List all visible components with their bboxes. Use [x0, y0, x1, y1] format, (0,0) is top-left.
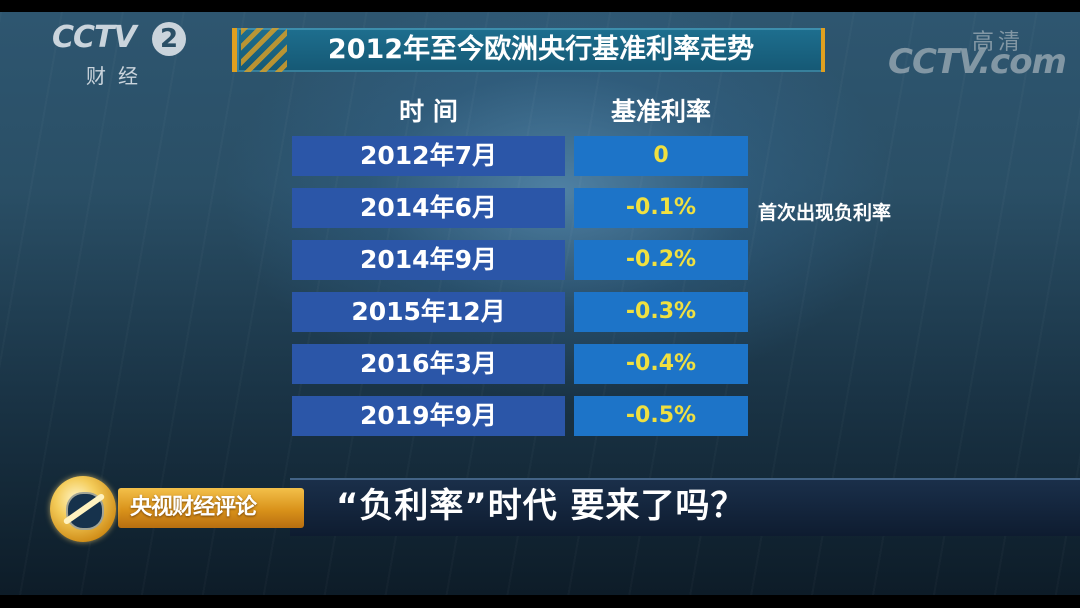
rate-table: 2012年7月 0 2014年6月 -0.1% 2014年9月 -0.2% 20…	[292, 136, 752, 448]
rate-cell: -0.5%	[574, 396, 748, 436]
table-row: 2014年6月 -0.1%	[292, 188, 752, 240]
table-row: 2019年9月 -0.5%	[292, 396, 752, 448]
lower-third-banner: 央视财经评论 “负利率”时代 要来了吗？	[0, 470, 1080, 550]
rate-cell: 0	[574, 136, 748, 176]
rate-cell: -0.4%	[574, 344, 748, 384]
headline-text: “负利率”时代 要来了吗？	[336, 486, 746, 526]
channel-logo: CCTV 2 财经	[52, 20, 192, 88]
rate-cell: -0.2%	[574, 240, 748, 280]
table-row: 2016年3月 -0.4%	[292, 344, 752, 396]
title-edge-decoration	[821, 28, 825, 72]
title-bar: 2012年至今欧洲央行基准利率走势	[232, 28, 825, 72]
column-header-time: 时 间	[399, 97, 458, 126]
program-tag	[118, 488, 304, 528]
channel-logo-number: 2	[152, 22, 186, 56]
column-header-rate: 基准利率	[610, 97, 711, 126]
cctv-com-watermark: 高清 CCTV.com	[866, 24, 1067, 84]
program-name: 央视财经评论	[130, 495, 257, 520]
channel-logo-brand: CCTV	[52, 20, 137, 55]
table-row: 2015年12月 -0.3%	[292, 292, 752, 344]
time-cell: 2012年7月	[292, 136, 565, 176]
rate-cell: -0.1%	[574, 188, 748, 228]
table-title: 2012年至今欧洲央行基准利率走势	[327, 34, 755, 65]
time-cell: 2015年12月	[292, 292, 565, 332]
hd-label: 高清	[971, 30, 1024, 55]
rate-cell: -0.3%	[574, 292, 748, 332]
headline-bar	[290, 478, 1080, 536]
channel-logo-subtitle: 财经	[86, 64, 150, 88]
title-stripes-decoration	[241, 28, 287, 72]
time-cell: 2014年9月	[292, 240, 565, 280]
first-negative-rate-note: 首次出现负利率	[758, 202, 892, 224]
time-cell: 2016年3月	[292, 344, 565, 384]
table-row: 2014年9月 -0.2%	[292, 240, 752, 292]
time-cell: 2014年6月	[292, 188, 565, 228]
time-cell: 2019年9月	[292, 396, 565, 436]
video-frame: CCTV 2 财经 高清 CCTV.com 2012年至今欧洲央行基准利率走势 …	[0, 12, 1080, 595]
watermark-brand: CCTV.com	[888, 42, 1067, 82]
table-row: 2012年7月 0	[292, 136, 752, 188]
